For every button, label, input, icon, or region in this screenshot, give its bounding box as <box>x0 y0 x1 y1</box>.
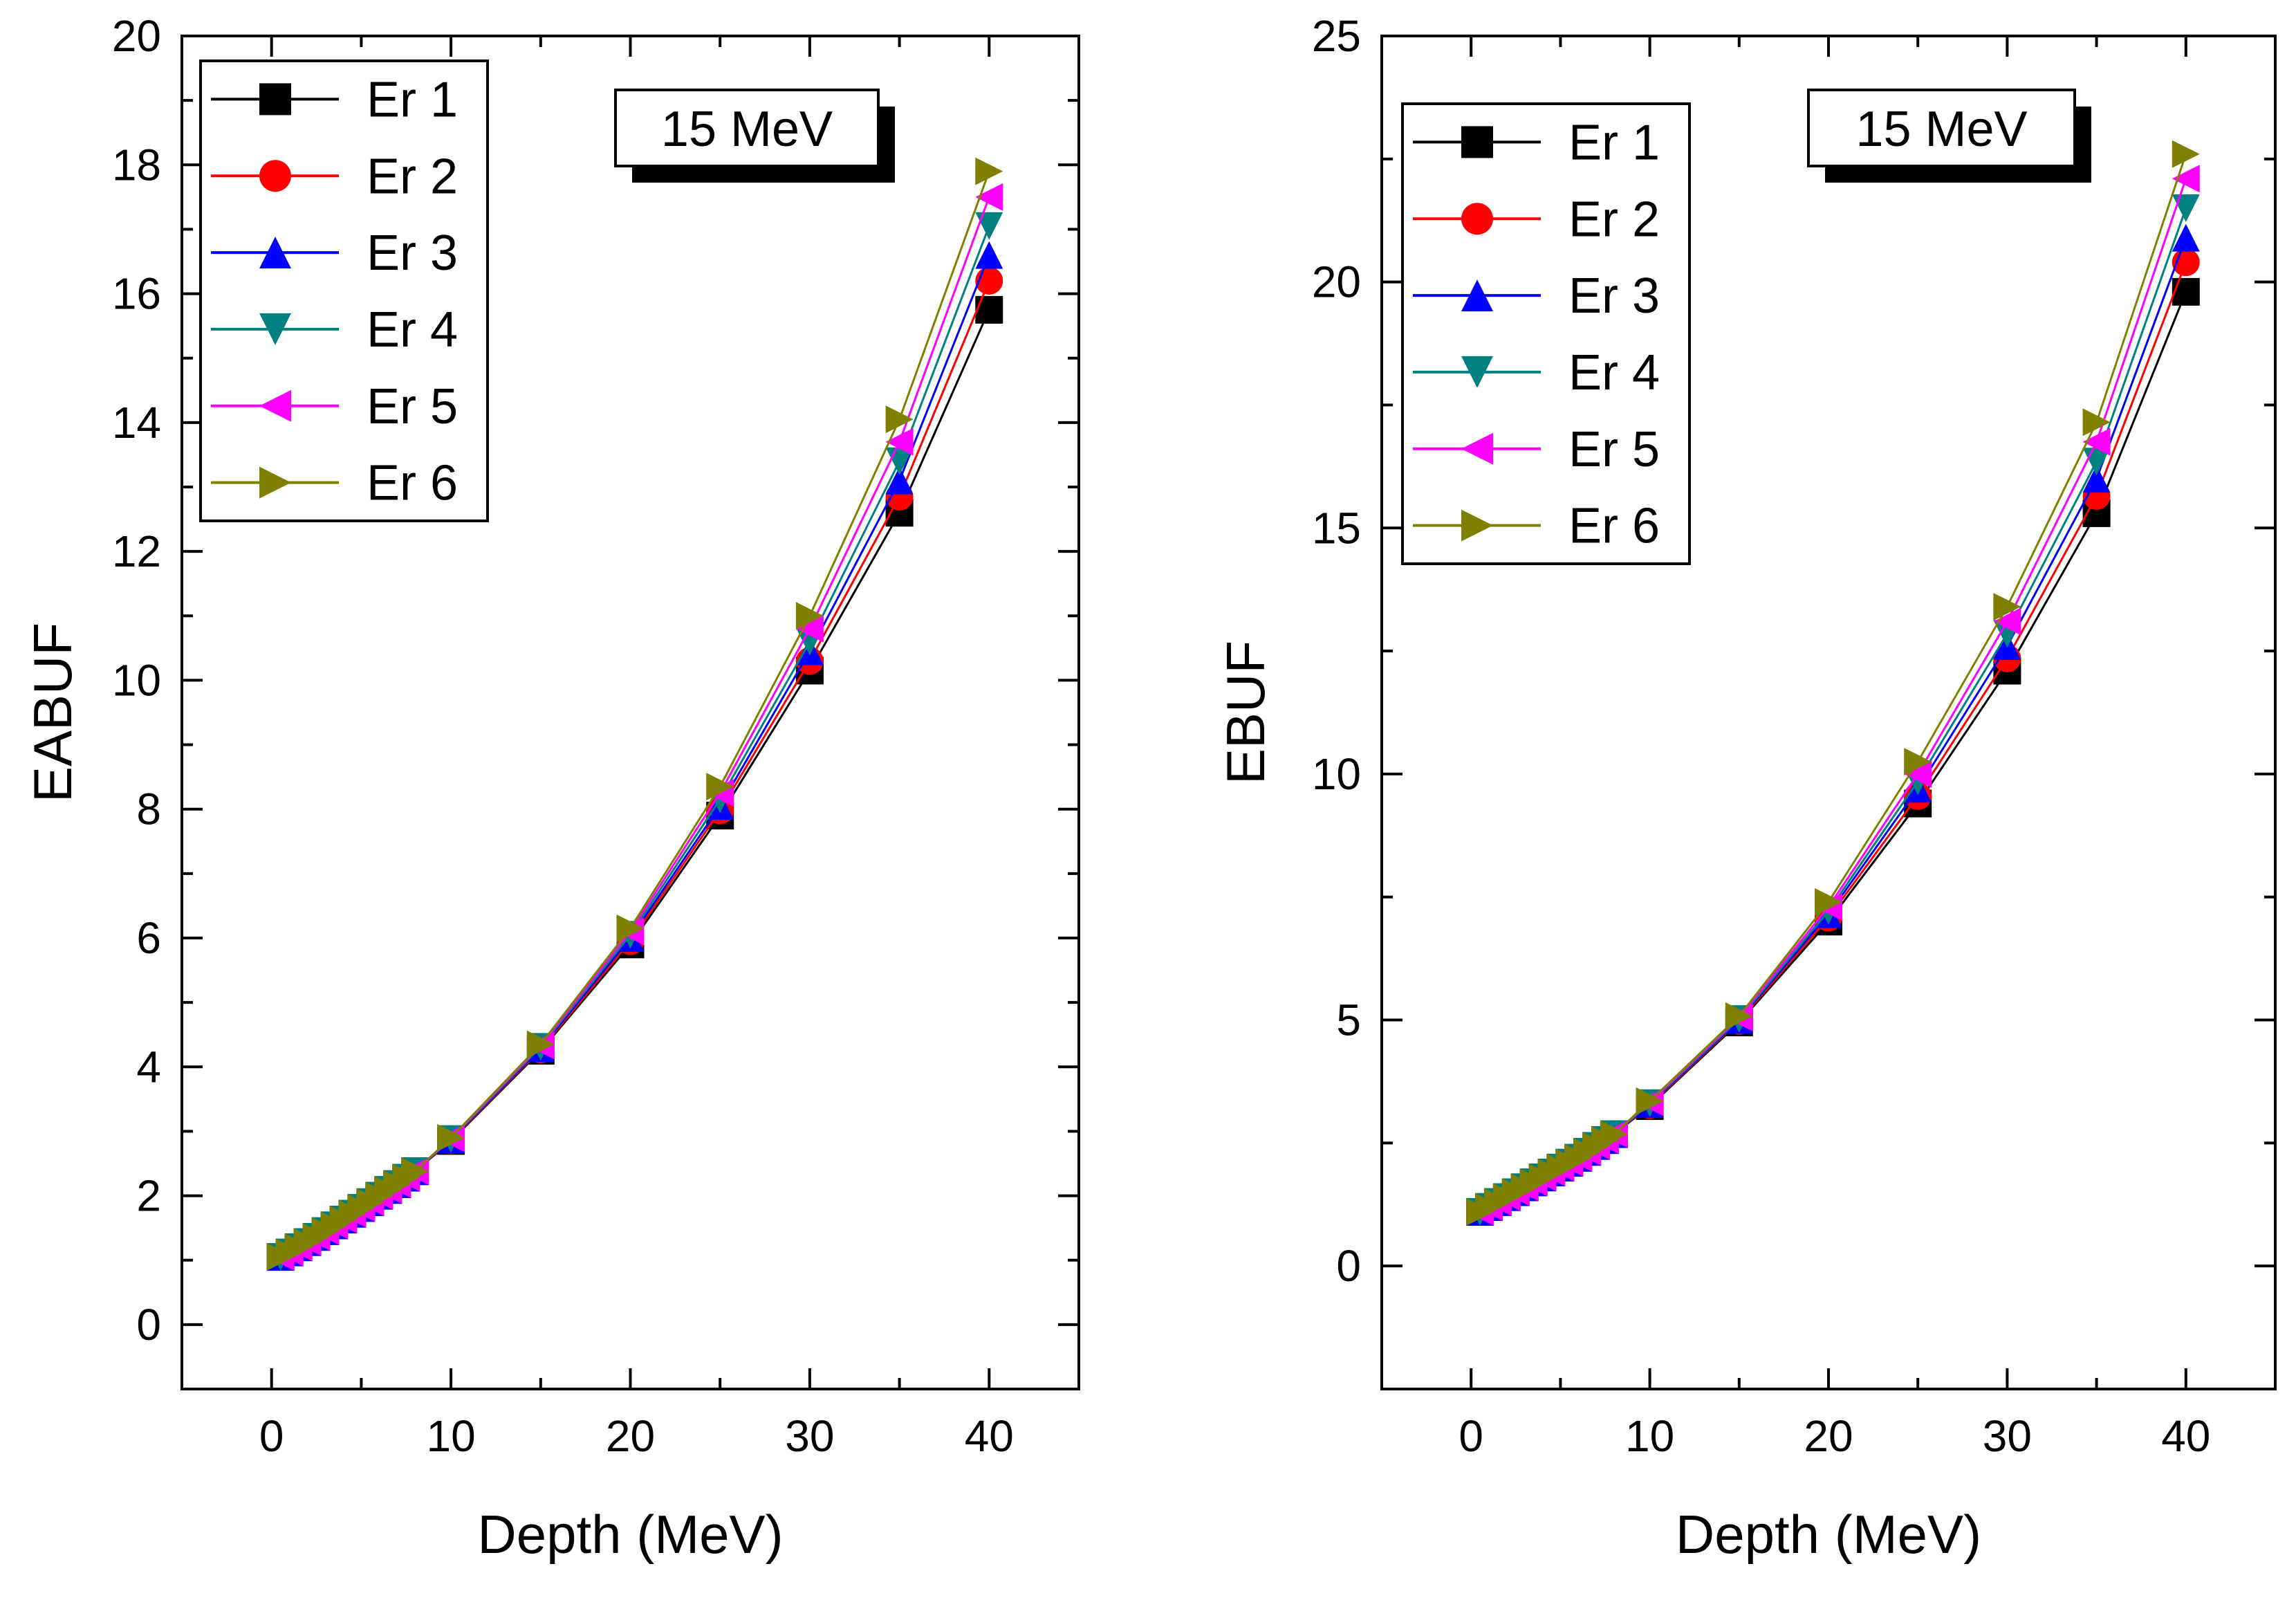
right-y-axis-label: EBUF <box>1215 641 1276 784</box>
left-legend-label: Er 5 <box>367 379 458 434</box>
right-legend-label: Er 5 <box>1568 422 1660 477</box>
right-data-point <box>2082 408 2111 436</box>
left-chart: 0 10 20 30 40 0 2 4 6 8 10 12 14 16 18 20 Depth (MeV) EAB… <box>22 11 1080 1565</box>
right-data-point <box>2172 165 2200 193</box>
right-data-point <box>2082 465 2111 493</box>
right-legend-marker <box>1461 203 1493 235</box>
right-legend-label: Er 6 <box>1568 499 1660 554</box>
left-y-tick-label: 8 <box>136 784 161 834</box>
left-y-tick-label: 14 <box>112 398 161 448</box>
left-y-axis-label: EABUF <box>22 623 83 802</box>
right-x-axis-label: Depth (MeV) <box>1676 1504 1981 1565</box>
left-x-tick-label: 30 <box>785 1411 834 1461</box>
left-y-tick-label: 10 <box>112 655 161 705</box>
left-data-point <box>885 427 914 456</box>
left-legend-marker <box>259 237 291 269</box>
right-legend-marker <box>1461 509 1493 542</box>
right-data-point <box>1993 593 2021 621</box>
left-data-point <box>975 295 1003 324</box>
right-legend-marker <box>1461 432 1493 465</box>
right-legend-label: Er 4 <box>1568 345 1660 401</box>
left-legend-label: Er 1 <box>367 72 458 127</box>
left-x-tick-label: 20 <box>606 1411 655 1461</box>
left-y-tick-label: 2 <box>136 1171 161 1221</box>
left-data-point <box>975 183 1003 211</box>
right-data-point <box>1815 888 1842 916</box>
right-legend-label: Er 2 <box>1568 192 1660 247</box>
left-x-tick-label: 0 <box>259 1411 284 1461</box>
left-y-tick-label: 4 <box>136 1042 161 1092</box>
left-data-point <box>401 1157 429 1186</box>
right-series-6 <box>1466 140 2200 1226</box>
left-data-point <box>975 212 1003 240</box>
left-data-point <box>795 602 824 630</box>
right-annotation-box <box>1807 89 2076 167</box>
left-y-tick-label: 12 <box>112 526 161 576</box>
right-data-point <box>2172 140 2200 168</box>
left-data-point <box>885 405 914 434</box>
right-y-tick-label: 15 <box>1312 503 1361 553</box>
right-annotation-text: 15 MeV <box>1855 102 2027 157</box>
left-series-6 <box>266 157 1003 1271</box>
right-x-tick-label: 10 <box>1625 1411 1674 1461</box>
right-legend-marker <box>1461 126 1493 158</box>
left-legend-label: Er 6 <box>367 456 458 511</box>
right-legend <box>1401 102 1691 565</box>
left-data-point <box>975 241 1003 269</box>
right-legend-label: Er 3 <box>1568 268 1660 324</box>
right-data-point <box>1904 760 1932 788</box>
right-legend-marker <box>1461 356 1493 388</box>
right-data-point <box>2172 223 2200 252</box>
left-y-tick-label: 16 <box>112 269 161 319</box>
left-legend-label: Er 3 <box>367 226 458 281</box>
right-data-point <box>1600 1120 1628 1148</box>
left-legend-marker <box>259 313 291 345</box>
left-data-point <box>437 1123 465 1152</box>
right-x-tick-label: 40 <box>2161 1411 2210 1461</box>
right-legend-marker <box>1461 279 1493 312</box>
left-x-tick-label: 40 <box>965 1411 1014 1461</box>
right-chart: 0 10 20 30 40 0 5 10 15 20 25 Depth (MeV) EBUF Er 1 Er… <box>1215 11 2277 1565</box>
left-y-tick-label: 0 <box>136 1300 161 1350</box>
right-data-point <box>1904 748 1932 776</box>
right-data-point <box>1636 1087 1664 1115</box>
left-data-point <box>706 773 734 801</box>
right-y-tick-label: 25 <box>1312 11 1361 61</box>
left-legend-marker <box>259 389 291 422</box>
right-y-tick-label: 20 <box>1312 257 1361 307</box>
right-data-point <box>1993 607 2021 636</box>
left-x-axis-label: Depth (MeV) <box>477 1504 783 1565</box>
right-data-point <box>2082 427 2111 456</box>
left-legend-label: Er 2 <box>367 149 458 204</box>
left-data-point <box>975 157 1003 185</box>
right-data-point <box>1725 1002 1753 1030</box>
right-data-point <box>2172 277 2200 306</box>
left-data-point <box>616 914 645 943</box>
left-data-point <box>795 614 824 643</box>
right-x-tick-label: 0 <box>1459 1411 1483 1461</box>
right-y-tick-label: 0 <box>1336 1241 1361 1291</box>
left-data-point <box>526 1030 555 1058</box>
left-annotation-text: 15 MeV <box>661 102 833 157</box>
left-data-point <box>885 466 914 495</box>
left-legend <box>199 59 489 522</box>
right-x-tick-label: 30 <box>1983 1411 2032 1461</box>
left-y-tick-label: 18 <box>112 140 161 190</box>
left-legend-marker <box>259 466 291 499</box>
left-legend-marker <box>259 160 291 192</box>
left-legend-marker <box>259 83 291 116</box>
right-y-tick-label: 10 <box>1312 749 1361 799</box>
right-x-tick-label: 20 <box>1804 1411 1853 1461</box>
left-y-tick-label: 6 <box>136 913 161 963</box>
left-annotation-box <box>614 89 880 167</box>
left-x-tick-label: 10 <box>427 1411 476 1461</box>
left-legend-label: Er 4 <box>367 302 458 358</box>
right-legend-label: Er 1 <box>1568 115 1660 170</box>
left-y-tick-label: 20 <box>112 11 161 61</box>
right-y-tick-label: 5 <box>1336 995 1361 1045</box>
